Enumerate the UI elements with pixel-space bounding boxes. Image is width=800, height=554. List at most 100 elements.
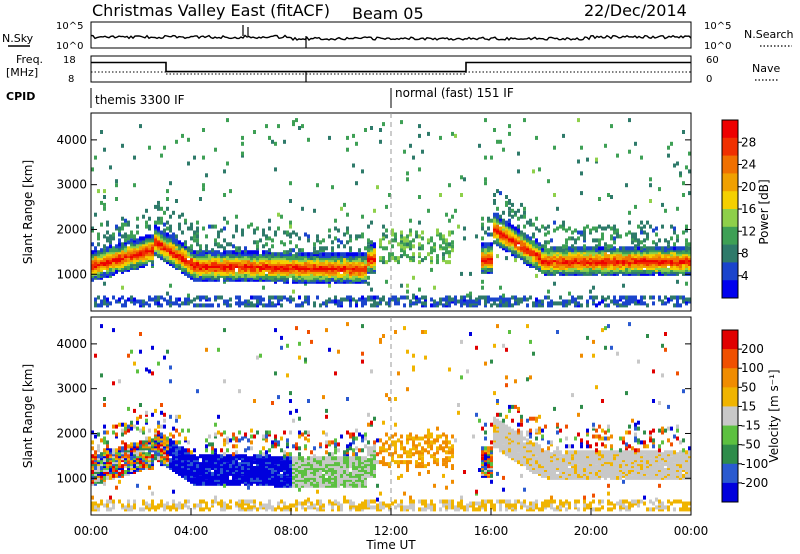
- heatmap-cell: [289, 224, 292, 229]
- heatmap-cell: [652, 240, 655, 245]
- heatmap-cell: [211, 252, 214, 257]
- heatmap-cell: [460, 299, 463, 304]
- heatmap-cell: [193, 254, 196, 259]
- heatmap-cell: [529, 218, 532, 223]
- heatmap-cell: [412, 244, 415, 249]
- heatmap-cell: [499, 285, 502, 290]
- heatmap-cell: [124, 470, 127, 474]
- heatmap-cell: [631, 264, 634, 268]
- heatmap-cell: [307, 295, 310, 300]
- heatmap-cell: [91, 430, 94, 435]
- heatmap-cell: [268, 299, 271, 304]
- heatmap-cell: [532, 222, 535, 227]
- heatmap-cell: [280, 240, 283, 245]
- heatmap-cell: [223, 169, 226, 174]
- heatmap-cell: [280, 507, 283, 512]
- heatmap-cell: [289, 452, 292, 457]
- heatmap-cell: [127, 266, 130, 270]
- heatmap-cell: [199, 275, 202, 280]
- heatmap-cell: [295, 446, 298, 451]
- heatmap-cell: [676, 161, 679, 166]
- heatmap-cell: [427, 131, 430, 136]
- heatmap-cell: [328, 252, 331, 257]
- heatmap-cell: [430, 236, 433, 241]
- heatmap-cell: [667, 244, 670, 249]
- heatmap-cell: [187, 428, 190, 433]
- heatmap-cell: [178, 266, 181, 270]
- heatmap-cell: [658, 238, 661, 243]
- heatmap-cell: [304, 252, 307, 257]
- heatmap-cell: [658, 271, 661, 276]
- heatmap-cell: [526, 297, 529, 302]
- heatmap-cell: [655, 252, 658, 257]
- heatmap-cell: [451, 244, 454, 249]
- heatmap-cell: [394, 232, 397, 237]
- heatmap-cell: [550, 303, 553, 308]
- heatmap-cell: [469, 291, 472, 296]
- heatmap-cell: [535, 262, 538, 266]
- heatmap-cell: [316, 456, 319, 461]
- heatmap-cell: [313, 250, 316, 255]
- heatmap-cell: [103, 195, 106, 199]
- nave-tick-bottom: 0: [706, 74, 712, 85]
- heatmap-cell: [559, 295, 562, 300]
- heatmap-cell: [523, 295, 526, 300]
- heatmap-cell: [415, 295, 418, 300]
- heatmap-cell: [277, 124, 280, 129]
- heatmap-cell: [613, 295, 616, 300]
- heatmap-cell: [214, 448, 217, 453]
- heatmap-cell: [121, 295, 124, 300]
- heatmap-cell: [424, 256, 427, 261]
- heatmap-cell: [346, 135, 349, 140]
- heatmap-cell: [100, 466, 103, 470]
- heatmap-cell: [310, 460, 313, 465]
- heatmap-cell: [574, 297, 577, 302]
- heatmap-cell: [124, 252, 127, 257]
- heatmap-cell: [178, 470, 181, 474]
- heatmap-cell: [610, 252, 613, 257]
- heatmap-cell: [181, 446, 184, 451]
- heatmap-cell: [331, 240, 334, 245]
- heatmap-cell: [220, 503, 223, 508]
- heatmap-cell: [271, 301, 274, 306]
- heatmap-cell: [511, 202, 514, 207]
- heatmap-cell: [355, 141, 358, 146]
- heatmap-cell: [271, 401, 274, 405]
- heatmap-cell: [307, 471, 310, 476]
- heatmap-cell: [181, 428, 184, 433]
- heatmap-cell: [223, 328, 226, 333]
- heatmap-cell: [250, 499, 253, 504]
- heatmap-cell: [199, 252, 202, 257]
- heatmap-cell: [631, 295, 634, 300]
- heatmap-cell: [307, 238, 310, 243]
- heatmap-cell: [331, 277, 334, 282]
- heatmap-cell: [487, 299, 490, 304]
- heatmap-cell: [133, 424, 136, 429]
- heatmap-cell: [139, 332, 142, 336]
- heatmap-cell: [517, 301, 520, 306]
- heatmap-cell: [202, 499, 205, 504]
- heatmap-cell: [217, 414, 220, 419]
- heatmap-cell: [532, 232, 535, 237]
- heatmap-cell: [436, 258, 439, 263]
- heatmap-cell: [109, 271, 112, 276]
- heatmap-cell: [166, 206, 169, 211]
- heatmap-cell: [628, 149, 631, 154]
- heatmap-cell: [646, 303, 649, 308]
- cpid-segment-1: themis 3300 IF: [95, 93, 185, 107]
- heatmap-cell: [169, 283, 172, 288]
- heatmap-cell: [238, 262, 241, 266]
- heatmap-cell: [370, 252, 373, 257]
- heatmap-cell: [382, 224, 385, 229]
- heatmap-cell: [115, 244, 118, 249]
- heatmap-cell: [499, 214, 502, 219]
- heatmap-cell: [598, 246, 601, 251]
- heatmap-cell: [115, 432, 118, 437]
- heatmap-cell: [163, 228, 166, 233]
- heatmap-cell: [688, 242, 691, 247]
- nsky-frame: [90, 21, 692, 49]
- heatmap-cell: [676, 303, 679, 308]
- heatmap-cell: [367, 244, 370, 249]
- heatmap-cell: [169, 505, 172, 510]
- heatmap-cell: [388, 240, 391, 245]
